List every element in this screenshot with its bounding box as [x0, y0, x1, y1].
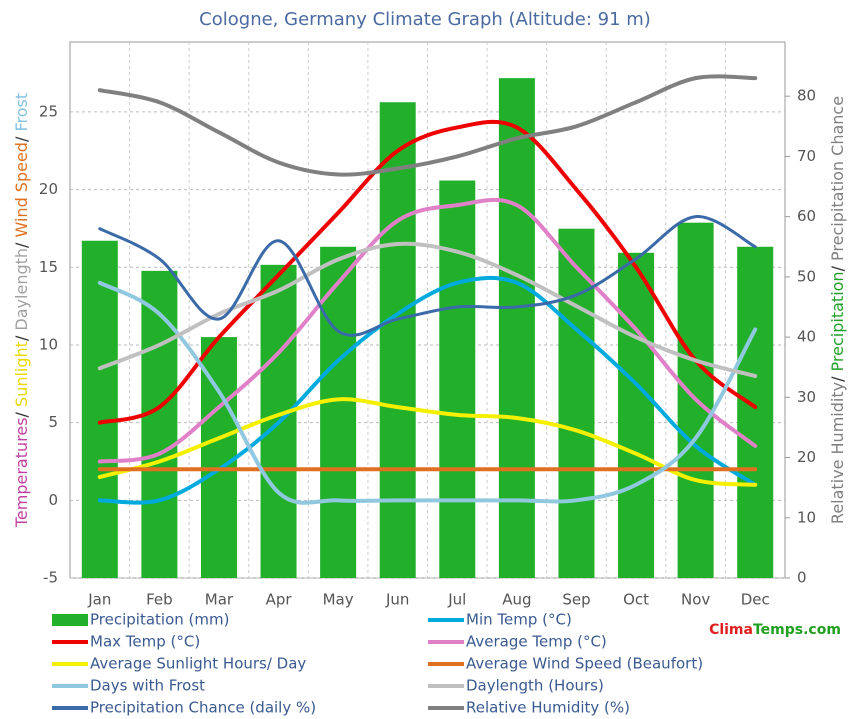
y2-tick-label: 80	[797, 87, 816, 105]
y2-tick-label: 50	[797, 267, 816, 285]
legend-label: Daylength (Hours)	[466, 677, 604, 695]
axis-label-part: /	[12, 331, 31, 341]
line-series	[97, 280, 758, 505]
legend-label: Max Temp (°C)	[90, 633, 200, 651]
y2-tick-label: 0	[797, 569, 807, 587]
line-series	[97, 74, 758, 177]
watermark-part: Temps.com	[753, 622, 841, 638]
y2-tick-label: 20	[797, 448, 816, 466]
line-series	[97, 119, 758, 425]
x-tick-label: Sep	[562, 591, 590, 609]
legend-label: Min Temp (°C)	[466, 611, 572, 629]
x-tick-label: Jul	[447, 591, 466, 609]
x-tick-label: Jan	[87, 591, 111, 609]
y-tick-label: -5	[43, 569, 58, 587]
x-tick-label: Oct	[623, 591, 649, 609]
legend-label: Days with Frost	[90, 677, 205, 695]
axis-label-part: /	[12, 407, 31, 417]
legend-swatch	[52, 614, 88, 626]
bar	[618, 252, 655, 579]
x-tick-label: Aug	[502, 591, 531, 609]
bar	[737, 246, 774, 578]
line-series	[97, 397, 758, 487]
axis-label-part: Relative Humidity	[828, 382, 847, 524]
y-tick-label: 5	[48, 413, 58, 431]
legend-label: Average Temp (°C)	[466, 633, 607, 651]
axis-label-part: Precipitation	[828, 271, 847, 371]
line-series	[98, 215, 757, 337]
bar	[141, 270, 178, 578]
bar	[439, 180, 476, 579]
watermark-part: Clima	[709, 622, 753, 638]
axis-label-part: Daylength	[12, 248, 31, 331]
axis-label-part: /	[12, 237, 31, 247]
y2-tick-label: 60	[797, 207, 816, 225]
x-tick-label: Apr	[266, 591, 293, 609]
y-tick-label: 25	[39, 102, 58, 120]
x-tick-label: Jun	[385, 591, 409, 609]
y2-tick-label: 10	[797, 508, 816, 526]
axis-label-part: Frost	[12, 93, 31, 132]
bar	[558, 228, 595, 578]
y-tick-label: 15	[39, 258, 58, 276]
axis-label: Temperatures/ Sunlight/ Daylength/ Wind …	[12, 93, 31, 528]
legend-label: Precipitation Chance (daily %)	[90, 699, 316, 717]
axis-label-part: Precipitation Chance	[828, 96, 847, 261]
x-tick-label: Dec	[741, 591, 770, 609]
bar	[498, 78, 535, 579]
axis-label-part: /	[828, 261, 847, 271]
watermark: ClimaTemps.com	[709, 622, 841, 638]
chart-title: Cologne, Germany Climate Graph (Altitude…	[199, 9, 651, 30]
x-tick-label: Nov	[681, 591, 710, 609]
y2-tick-label: 70	[797, 147, 816, 165]
axis-label: Relative Humidity/ Precipitation/ Precip…	[828, 96, 847, 524]
axis-label-part: /	[12, 132, 31, 142]
y2-tick-label: 30	[797, 388, 816, 406]
legend-label: Precipitation (mm)	[90, 611, 229, 629]
legend-label: Average Sunlight Hours/ Day	[90, 655, 306, 673]
axis-label-part: Temperatures	[12, 417, 31, 528]
x-tick-label: Mar	[205, 591, 234, 609]
axis-label-part: /	[828, 371, 847, 381]
axis-label-part: Sunlight	[12, 341, 31, 407]
y-tick-label: 20	[39, 180, 58, 198]
bar	[320, 246, 357, 578]
legend-label: Average Wind Speed (Beaufort)	[466, 655, 703, 673]
x-tick-label: May	[323, 591, 354, 609]
y-tick-label: 0	[48, 491, 58, 509]
bar	[379, 102, 416, 578]
legend-label: Relative Humidity (%)	[466, 699, 630, 717]
bar	[81, 240, 118, 578]
y-tick-label: 10	[39, 335, 58, 353]
y2-tick-label: 40	[797, 328, 816, 346]
axis-label-part: Wind Speed	[12, 142, 31, 237]
x-tick-label: Feb	[146, 591, 173, 609]
